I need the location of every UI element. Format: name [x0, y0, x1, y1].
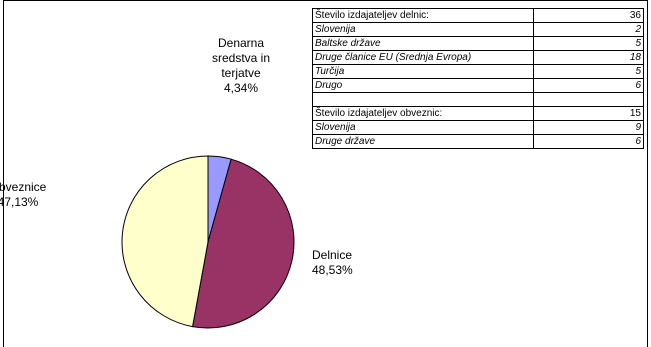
table-row: Druge države 6: [312, 134, 644, 149]
chart-frame: [3, 0, 648, 347]
table-row: Slovenija 9: [312, 120, 644, 135]
row-label: Število izdajateljev obveznic:: [312, 106, 534, 121]
table-row: [312, 92, 644, 107]
table-row: Baltske države 5: [312, 36, 644, 51]
issuer-table: Število izdajateljev delnic: 36 Slovenija 2…: [312, 8, 644, 149]
row-label: Baltske države: [312, 36, 534, 51]
table-row: Druge članice EU (Srednja Evropa) 18: [312, 50, 644, 65]
row-value: [533, 92, 644, 107]
row-label: Turčija: [312, 64, 534, 79]
row-label: Druge države: [312, 134, 534, 149]
table-row: Število izdajateljev delnic: 36: [312, 8, 644, 23]
row-value: 5: [533, 36, 644, 51]
row-value: 5: [533, 64, 644, 79]
row-label: [312, 92, 534, 107]
row-value: 6: [533, 134, 644, 149]
row-value: 15: [533, 106, 644, 121]
table-row: Število izdajateljev obveznic: 15: [312, 106, 644, 121]
category-label: Delnice: [312, 248, 353, 262]
row-label: Slovenija: [312, 22, 534, 37]
row-value: 36: [533, 8, 644, 23]
row-label: Drugo: [312, 78, 534, 93]
row-value: 9: [533, 120, 644, 135]
row-label: Število izdajateljev delnic:: [312, 8, 534, 23]
percent-label: 47,13%: [0, 195, 39, 209]
slice-label: Delnice 48,53%: [312, 248, 392, 278]
category-label: Denarna sredstva in terjatve: [211, 36, 271, 80]
row-label: Druge članice EU (Srednja Evropa): [312, 50, 534, 65]
table-row: Turčija 5: [312, 64, 644, 79]
slice-label: Obveznice47,13%: [0, 180, 58, 210]
table-row: Slovenija 2: [312, 22, 644, 37]
percent-label: 48,53%: [312, 263, 353, 277]
pie-slice: [191, 158, 295, 329]
percent-label: 4,34%: [223, 81, 259, 95]
category-label: Obveznice: [0, 180, 47, 194]
row-value: 2: [533, 22, 644, 37]
pie-slice: [121, 155, 209, 328]
slice-label: Denarna sredstva in terjatve 4,34%: [186, 36, 296, 96]
table-row: Drugo 6: [312, 78, 644, 93]
row-value: 18: [533, 50, 644, 65]
row-label: Slovenija: [312, 120, 534, 135]
row-value: 6: [533, 78, 644, 93]
